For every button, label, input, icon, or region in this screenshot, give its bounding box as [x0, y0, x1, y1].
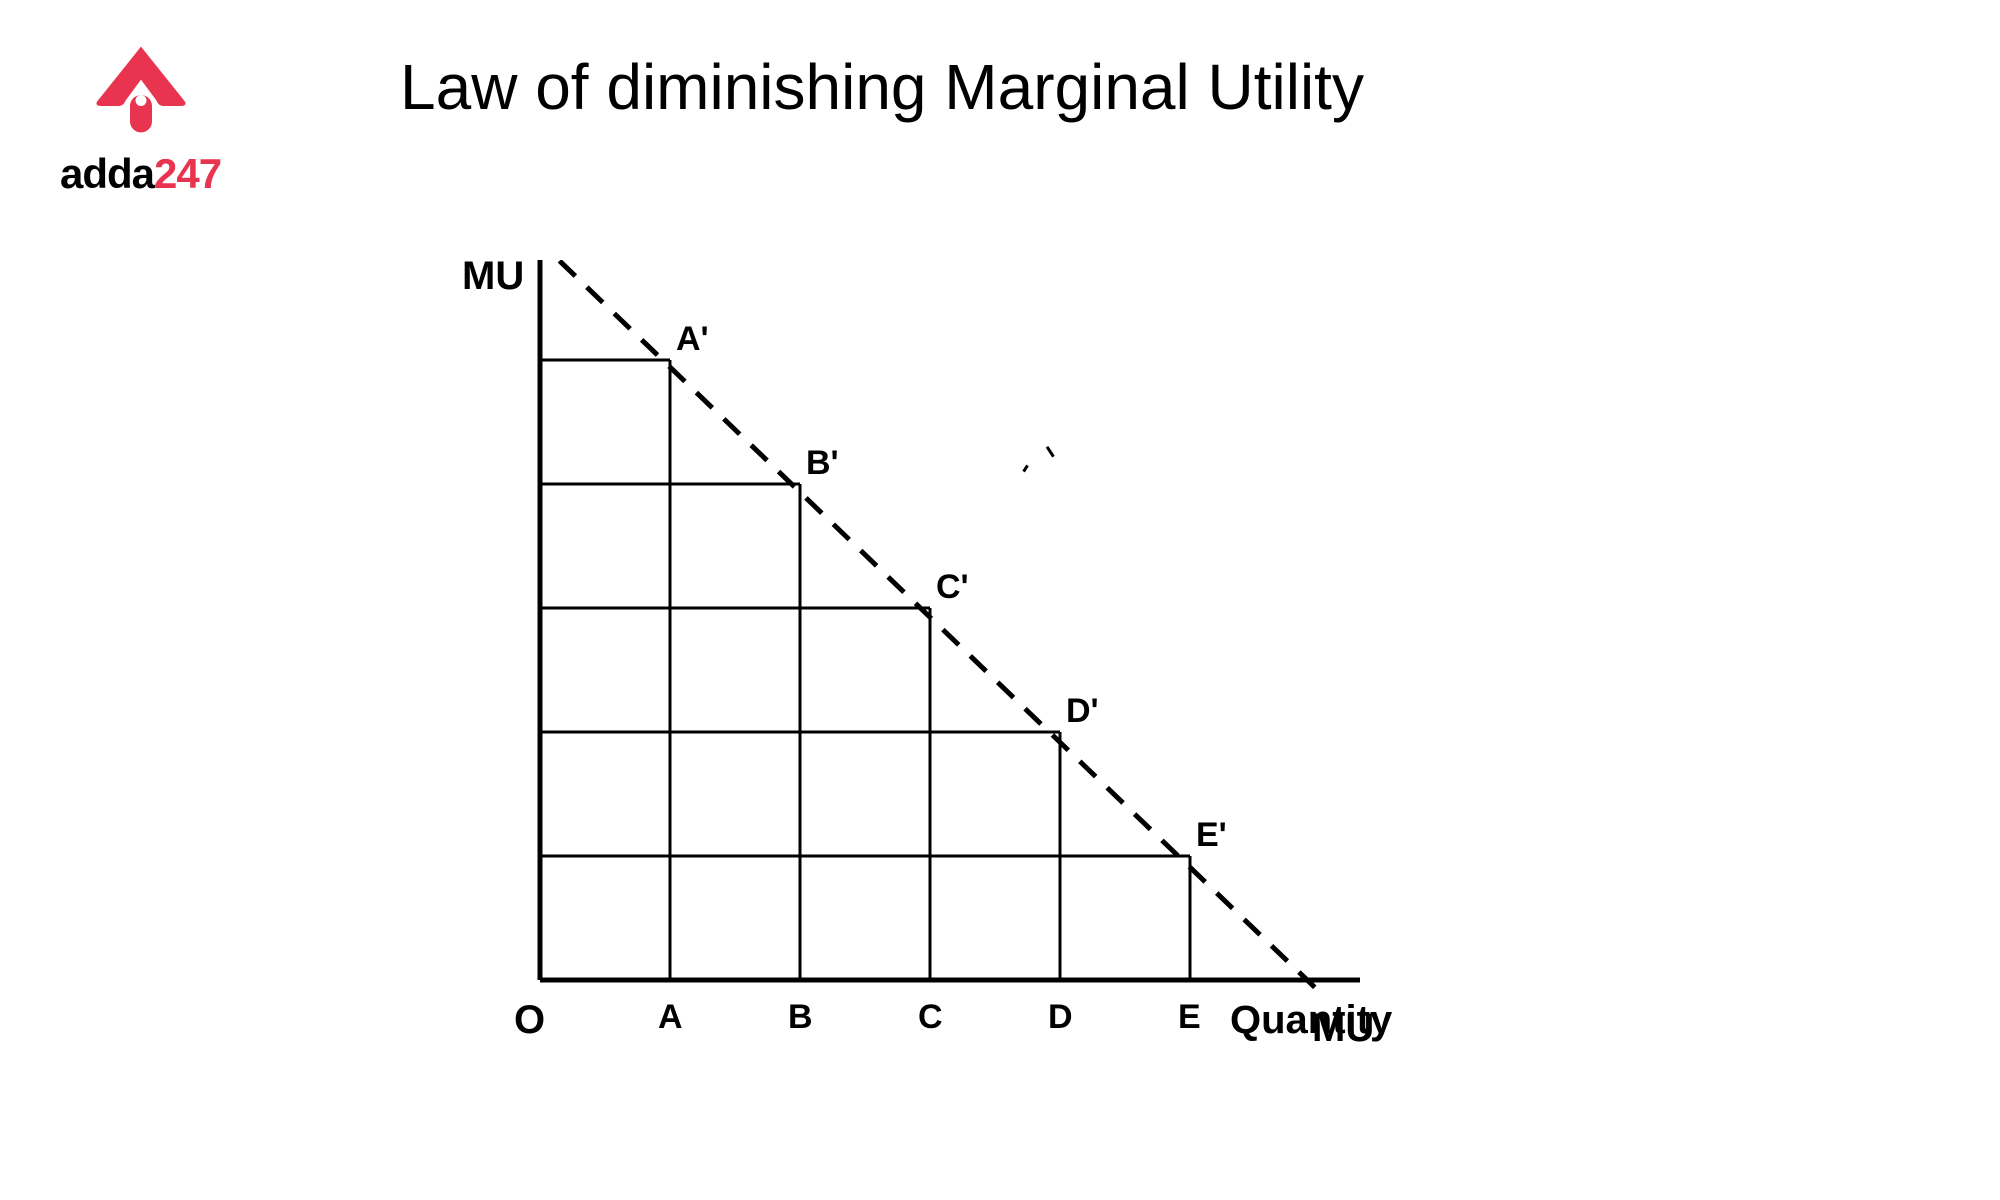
point-label-C: C': [936, 568, 969, 607]
logo-text: adda247: [60, 150, 221, 198]
y-axis-label: MU: [462, 254, 524, 299]
origin-label: O: [514, 998, 545, 1043]
curve-end-label: MU: [1312, 1006, 1374, 1051]
x-tick-E: E: [1178, 998, 1201, 1037]
logo-text-black: adda: [60, 150, 154, 197]
logo-text-red: 247: [154, 150, 221, 197]
chart-svg: [460, 260, 1460, 1080]
brand-logo: adda247: [60, 40, 221, 198]
logo-arrow-icon: [60, 40, 221, 150]
mu-chart: MUOQuantityMUAA'BB'CC'DD'EE': [460, 260, 1460, 1085]
x-tick-A: A: [658, 998, 683, 1037]
point-label-E: E': [1196, 816, 1227, 855]
point-label-B: B': [806, 444, 839, 483]
x-tick-D: D: [1048, 998, 1073, 1037]
x-tick-C: C: [918, 998, 943, 1037]
page-title: Law of diminishing Marginal Utility: [400, 50, 1364, 124]
point-label-A: A': [676, 320, 709, 359]
x-tick-B: B: [788, 998, 813, 1037]
point-label-D: D': [1066, 692, 1099, 731]
